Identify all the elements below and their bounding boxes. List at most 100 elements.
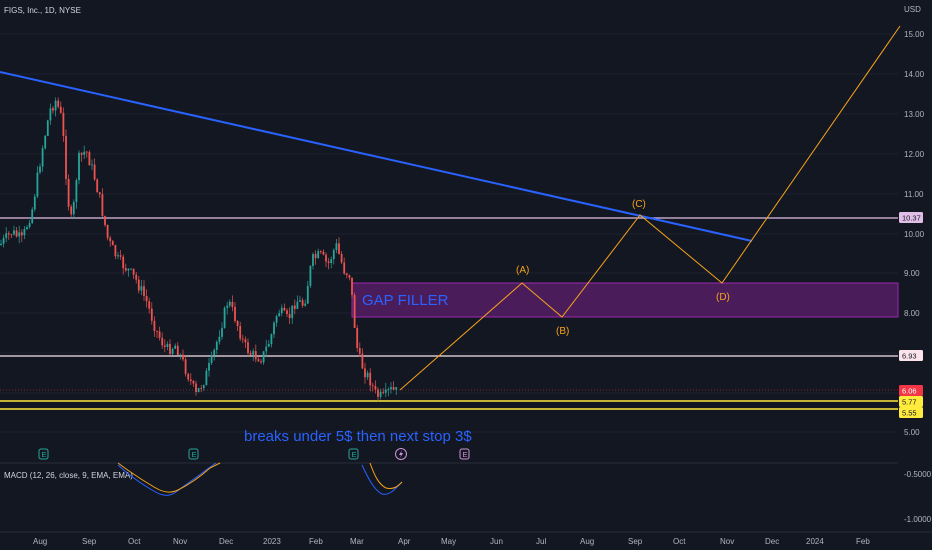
candle-body — [39, 166, 41, 173]
price-tag-6-93-bg — [899, 350, 923, 361]
candle-body — [247, 342, 249, 353]
time-axis[interactable]: Aug Sep Oct Nov Dec 2023 Feb Mar Apr May… — [33, 537, 870, 546]
price-tag-6-06: 6.06 — [902, 387, 917, 396]
candle-body — [361, 353, 364, 369]
candle-body — [395, 387, 398, 390]
candle-body — [106, 224, 109, 238]
downtrend-line[interactable] — [0, 71, 753, 242]
candle-body — [182, 354, 184, 360]
candle-body — [241, 338, 244, 340]
candle-body — [332, 250, 335, 260]
earnings-marker-future[interactable] — [459, 448, 470, 460]
candle-body — [140, 286, 143, 291]
candle-body — [322, 251, 325, 255]
candle-body — [28, 223, 31, 228]
macd-signal-line-2 — [369, 462, 403, 489]
wave-b-label: (B) — [556, 326, 569, 337]
candle-body — [184, 359, 187, 374]
candle-body — [390, 387, 392, 390]
time-label: Dec — [765, 537, 779, 546]
candle-body — [231, 301, 234, 307]
price-tick: 13.00 — [904, 110, 925, 119]
price-tag-6-93: 6.93 — [902, 352, 917, 361]
price-tag-10-37-bg — [899, 212, 923, 223]
candle-body — [70, 206, 73, 215]
candle-body — [249, 352, 252, 355]
candle-body — [366, 372, 369, 378]
breaks-note: breaks under 5$ then next stop 3$ — [244, 428, 472, 445]
candle-body — [117, 255, 119, 257]
candle-body — [20, 232, 23, 236]
candle-body — [244, 339, 247, 343]
earnings-marker-2[interactable] — [188, 448, 199, 460]
candle-body — [202, 385, 205, 389]
candle-body — [353, 294, 356, 328]
candle-body — [200, 388, 203, 389]
candle-body — [260, 361, 262, 363]
candle-body — [351, 277, 353, 295]
candle-body — [72, 202, 75, 215]
candle-body — [314, 254, 317, 259]
candle-body — [57, 100, 60, 107]
price-tick: 5.00 — [904, 428, 920, 437]
candle-body — [343, 262, 346, 274]
candle-body — [145, 295, 148, 302]
lightning-marker-icon[interactable] — [395, 448, 407, 460]
candle-body — [7, 233, 10, 235]
candle-body — [283, 307, 286, 311]
gap-filler-zone[interactable] — [351, 282, 899, 318]
time-label: Feb — [856, 537, 870, 546]
candle-body — [169, 343, 171, 354]
candle-body — [148, 301, 151, 309]
time-label: Dec — [219, 537, 233, 546]
candle-body — [88, 152, 91, 166]
candle-body — [31, 209, 34, 224]
macd-tick: -0.5000 — [904, 470, 932, 479]
candle-body — [85, 151, 88, 153]
candle-body — [114, 245, 117, 257]
time-label: May — [441, 537, 456, 546]
lightning-icon — [399, 450, 403, 458]
candle-body — [338, 243, 340, 254]
candle-body — [0, 243, 2, 245]
currency-label: USD — [904, 5, 921, 14]
candle-body — [49, 108, 52, 121]
candle-body — [215, 341, 218, 350]
wave-c-label: (C) — [632, 199, 646, 210]
time-label: Aug — [33, 537, 47, 546]
price-tick: 8.00 — [904, 309, 920, 318]
candle-body — [132, 268, 135, 275]
candle-body — [135, 274, 138, 280]
candle-body — [36, 172, 39, 197]
candle-body — [239, 326, 242, 339]
time-label: Nov — [173, 537, 187, 546]
candle-body — [364, 368, 366, 378]
candle-body — [62, 112, 65, 136]
projection-path[interactable] — [399, 25, 901, 391]
earnings-marker-1[interactable] — [38, 448, 49, 460]
earnings-marker-3[interactable] — [348, 448, 359, 460]
price-tick: 10.00 — [904, 230, 925, 239]
macd-line — [117, 462, 217, 496]
candle-body — [52, 108, 54, 111]
candle-body — [67, 178, 70, 207]
price-axis[interactable]: USD 15.00 14.00 13.00 12.00 11.00 10.00 … — [904, 5, 932, 524]
price-tags: 10.37 6.93 6.06 5.77 5.55 — [899, 212, 923, 418]
candle-body — [176, 345, 179, 356]
candle-body — [80, 152, 83, 155]
candle-body — [2, 238, 5, 244]
candle-body — [197, 388, 200, 393]
candle-body — [91, 164, 93, 166]
candle-body — [348, 275, 351, 278]
candle-body — [299, 300, 301, 302]
candle-body — [93, 164, 96, 180]
candle-body — [267, 344, 270, 347]
candle-body — [15, 230, 18, 237]
price-tick: 12.00 — [904, 150, 925, 159]
candle-body — [356, 327, 359, 348]
candle-body — [156, 331, 158, 332]
candle-body — [166, 343, 169, 347]
candle-body — [369, 372, 372, 386]
